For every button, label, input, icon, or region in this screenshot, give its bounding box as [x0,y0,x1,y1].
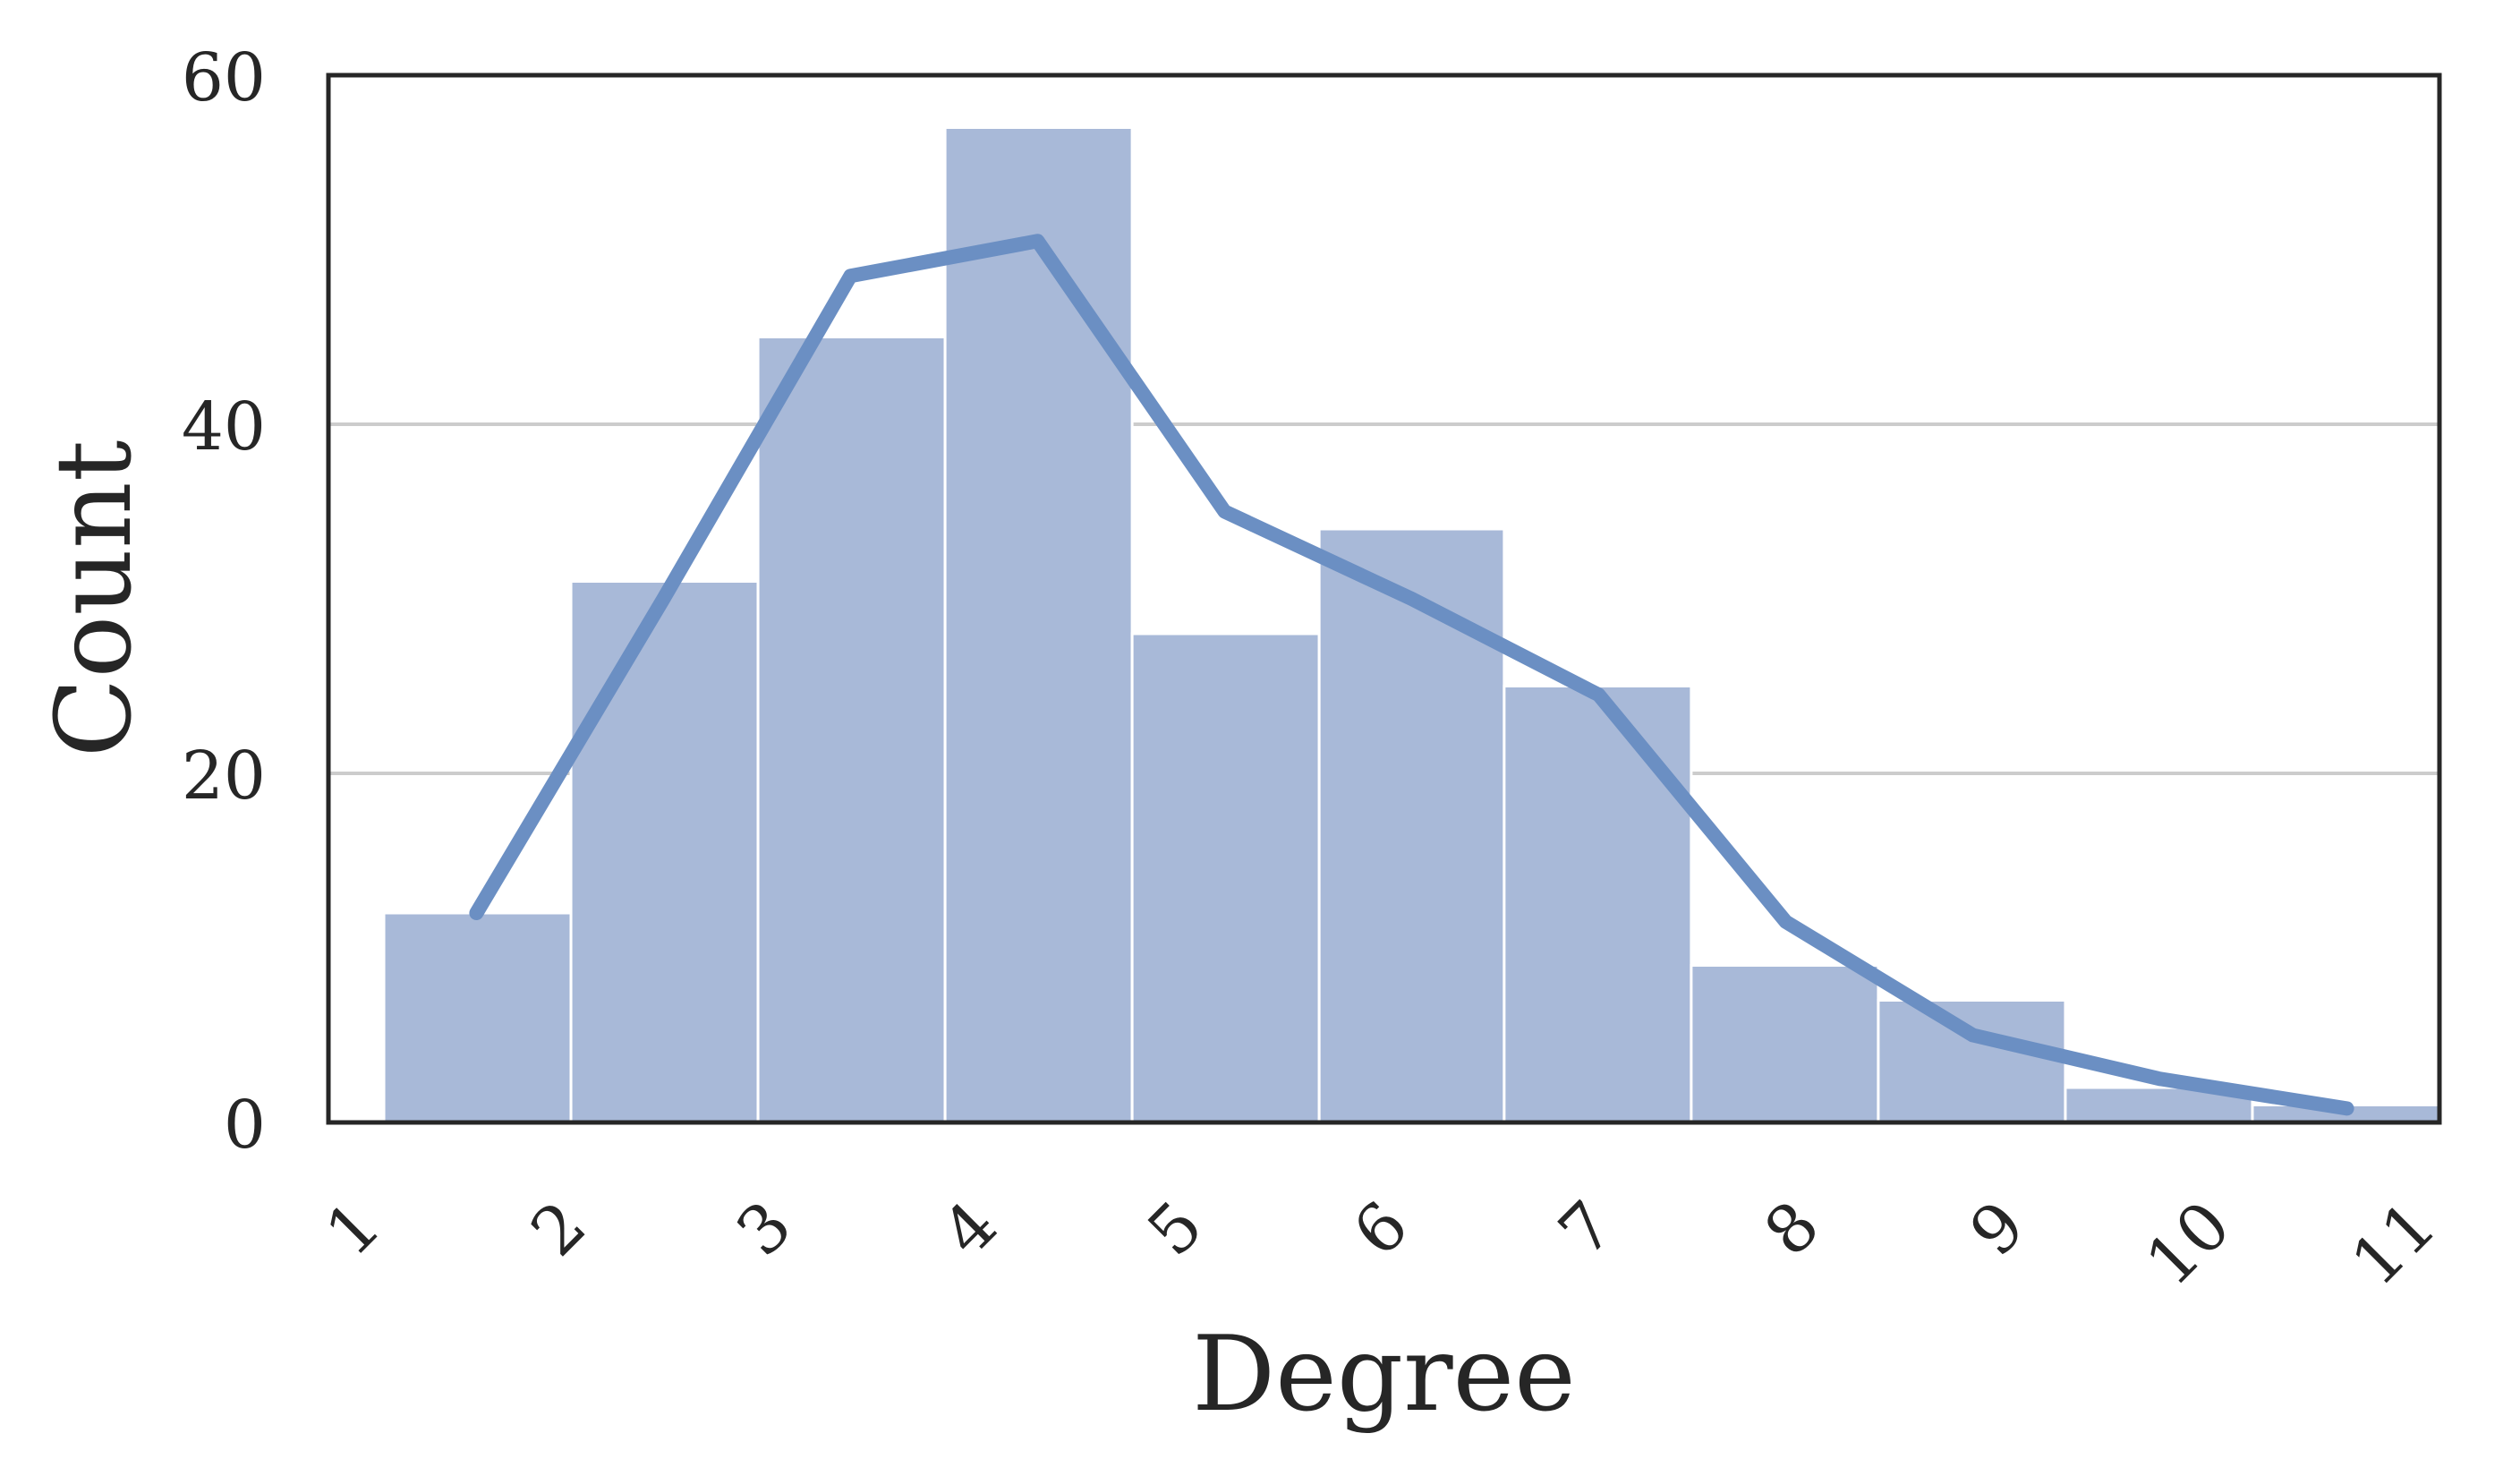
y-axis-label: Count [34,440,155,758]
x-tick-label-8: 8 [1750,1187,1835,1271]
histogram-bar-2 [569,580,760,1124]
histogram-bar-7 [1503,685,1693,1124]
x-tick-label-3: 3 [722,1187,806,1271]
x-tick-label-1: 1 [311,1187,396,1271]
y-tick-label-40: 40 [182,388,266,465]
plot-frame [326,73,2442,1125]
x-tick-labels: 1 2 3 4 5 6 7 8 9 10 11 [311,1187,2451,1301]
histogram-bar-9 [1877,999,2067,1124]
histogram-bar-3 [756,336,947,1124]
x-axis-label: Degree [1192,1314,1576,1435]
x-tick-label-4: 4 [928,1187,1012,1271]
histogram-bar-4 [943,126,1134,1124]
kde-line [469,234,2354,1116]
kde-curve [469,234,2354,1116]
x-tick-label-7: 7 [1545,1187,1629,1271]
x-tick-label-10: 10 [2132,1187,2245,1301]
y-tick-label-20: 20 [182,738,266,815]
x-tick-label-6: 6 [1339,1187,1423,1271]
y-tick-label-0: 0 [224,1087,266,1164]
histogram-bar-1 [382,911,573,1124]
y-tick-label-60: 60 [182,39,266,116]
x-tick-label-9: 9 [1955,1187,2039,1271]
histogram-bar-8 [1690,964,1880,1124]
histogram-bar-6 [1317,527,1506,1124]
x-tick-label-11: 11 [2337,1187,2450,1301]
histogram-bars [382,126,2441,1124]
histogram-bar-5 [1130,632,1321,1124]
y-tick-labels: 0 20 40 60 [182,39,266,1164]
x-tick-label-2: 2 [516,1187,600,1271]
x-tick-label-5: 5 [1133,1187,1217,1271]
